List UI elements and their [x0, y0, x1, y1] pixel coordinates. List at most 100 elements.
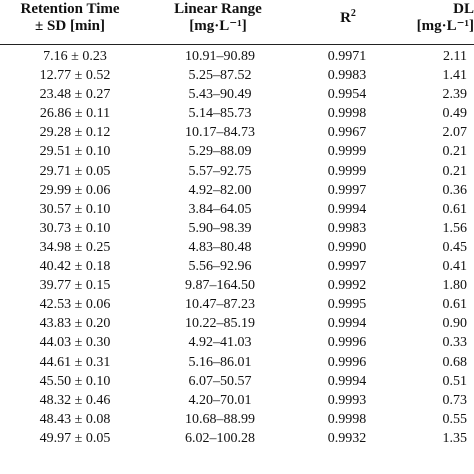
table-row: 29.51 ± 0.10 5.29–88.09 0.9999 0.21	[0, 142, 474, 161]
table-row: 12.77 ± 0.52 5.25–87.52 0.9983 1.41	[0, 66, 474, 85]
table-row: 49.97 ± 0.05 6.02–100.28 0.9932 1.35	[0, 429, 474, 448]
cell-retention-time: 26.86 ± 0.11	[39, 106, 111, 122]
cell-retention-time: 40.42 ± 0.18	[39, 259, 111, 275]
cell-linear-range: 5.14–85.73	[188, 106, 252, 122]
cell-detection-limit: 1.56	[442, 220, 468, 236]
cell-linear-range: 3.84–64.05	[188, 201, 252, 217]
cell-retention-time: 44.61 ± 0.31	[39, 354, 111, 370]
cell-r-squared: 0.9993	[327, 392, 367, 408]
header-retention-time: Retention Time ± SD [min]	[6, 1, 134, 35]
cell-retention-time: 48.32 ± 0.46	[39, 392, 111, 408]
cell-r-squared: 0.9932	[327, 430, 367, 446]
cell-r-squared: 0.9994	[327, 373, 367, 389]
cell-retention-time: 23.48 ± 0.27	[39, 87, 111, 103]
cell-retention-time: 34.98 ± 0.25	[39, 239, 111, 255]
cell-linear-range: 5.90–98.39	[188, 220, 252, 236]
cell-retention-time: 7.16 ± 0.23	[43, 49, 107, 64]
table-row: 30.57 ± 0.10 3.84–64.05 0.9994 0.61	[0, 200, 474, 219]
cell-r-squared: 0.9999	[327, 144, 367, 160]
cell-r-squared: 0.9983	[327, 220, 367, 236]
header-linear-range: Linear Range [mg·L⁻¹]	[158, 1, 278, 35]
cell-linear-range: 5.16–86.01	[188, 354, 252, 370]
cell-detection-limit: 1.35	[442, 430, 468, 446]
cell-r-squared: 0.9997	[327, 259, 367, 275]
cell-retention-time: 45.50 ± 0.10	[39, 373, 111, 389]
cell-linear-range: 10.91–90.89	[185, 49, 255, 64]
header-range-line2: [mg·L⁻¹]	[189, 18, 247, 34]
cell-detection-limit: 0.21	[442, 163, 468, 179]
cell-detection-limit: 0.73	[442, 392, 468, 408]
table-row: 43.83 ± 0.20 10.22–85.19 0.9994 0.90	[0, 314, 474, 333]
cell-linear-range: 6.02–100.28	[185, 430, 255, 446]
cell-retention-time: 29.99 ± 0.06	[39, 182, 111, 198]
cell-linear-range: 5.56–92.96	[188, 259, 252, 275]
cell-linear-range: 4.20–70.01	[188, 392, 252, 408]
table-row: 29.28 ± 0.12 10.17–84.73 0.9967 2.07	[0, 123, 474, 142]
cell-retention-time: 48.43 ± 0.08	[39, 411, 111, 427]
cell-retention-time: 43.83 ± 0.20	[39, 316, 111, 332]
cell-linear-range: 5.25–87.52	[188, 68, 252, 84]
header-retention-line2: ± SD [min]	[35, 18, 105, 34]
cell-linear-range: 4.83–80.48	[188, 239, 252, 255]
cell-retention-time: 44.03 ± 0.30	[39, 335, 111, 351]
cell-detection-limit: 0.36	[442, 182, 468, 198]
header-dl-line2: [mg·L⁻¹]	[416, 18, 474, 34]
table-row: 48.43 ± 0.08 10.68–88.99 0.9998 0.55	[0, 410, 474, 429]
cell-linear-range: 10.22–85.19	[185, 316, 255, 332]
table-row: 48.32 ± 0.46 4.20–70.01 0.9993 0.73	[0, 391, 474, 410]
table-body: 7.16 ± 0.23 10.91–90.89 0.9971 2.11 12.77 ± …	[0, 47, 474, 448]
table-header: Retention Time ± SD [min] Linear Range […	[0, 0, 474, 46]
header-r2-base: R	[340, 10, 351, 26]
header-r-squared: R2	[320, 8, 376, 27]
header-dl-line1: DL	[453, 1, 474, 17]
cell-r-squared: 0.9994	[327, 201, 367, 217]
cell-detection-limit: 0.49	[442, 106, 468, 122]
cell-retention-time: 42.53 ± 0.06	[39, 297, 111, 313]
cell-detection-limit: 0.90	[442, 316, 468, 332]
cell-retention-time: 49.97 ± 0.05	[39, 430, 111, 446]
table-row: 26.86 ± 0.11 5.14–85.73 0.9998 0.49	[0, 104, 474, 123]
cell-retention-time: 30.57 ± 0.10	[39, 201, 111, 217]
cell-detection-limit: 0.68	[442, 354, 468, 370]
header-r2-sup: 2	[350, 8, 356, 19]
table-row: 34.98 ± 0.25 4.83–80.48 0.9990 0.45	[0, 238, 474, 257]
cell-r-squared: 0.9999	[327, 163, 367, 179]
cell-linear-range: 9.87–164.50	[185, 278, 255, 294]
cell-detection-limit: 0.45	[442, 239, 468, 255]
cell-linear-range: 10.47–87.23	[185, 297, 255, 313]
cell-detection-limit: 0.21	[442, 144, 468, 160]
table-row: 42.53 ± 0.06 10.47–87.23 0.9995 0.61	[0, 295, 474, 314]
cell-r-squared: 0.9990	[327, 239, 367, 255]
cell-retention-time: 30.73 ± 0.10	[39, 220, 111, 236]
cell-r-squared: 0.9983	[327, 68, 367, 84]
cell-linear-range: 10.17–84.73	[185, 125, 255, 141]
table-row: 44.03 ± 0.30 4.92–41.03 0.9996 0.33	[0, 333, 474, 352]
table-row: 29.71 ± 0.05 5.57–92.75 0.9999 0.21	[0, 162, 474, 181]
table-row: 40.42 ± 0.18 5.56–92.96 0.9997 0.41	[0, 257, 474, 276]
cell-linear-range: 4.92–82.00	[188, 182, 252, 198]
cell-linear-range: 6.07–50.57	[188, 373, 252, 389]
cell-r-squared: 0.9996	[327, 335, 367, 351]
cell-r-squared: 0.9995	[327, 297, 367, 313]
cell-detection-limit: 2.39	[442, 87, 468, 103]
cell-detection-limit: 2.11	[443, 49, 467, 64]
cell-detection-limit: 2.07	[442, 125, 468, 141]
cell-detection-limit: 0.61	[442, 201, 468, 217]
table-row: 23.48 ± 0.27 5.43–90.49 0.9954 2.39	[0, 85, 474, 104]
table-row: 39.77 ± 0.15 9.87–164.50 0.9992 1.80	[0, 276, 474, 295]
cell-linear-range: 5.29–88.09	[188, 144, 252, 160]
cell-retention-time: 29.51 ± 0.10	[39, 144, 111, 160]
cell-retention-time: 12.77 ± 0.52	[39, 68, 111, 84]
cell-retention-time: 39.77 ± 0.15	[39, 278, 111, 294]
cell-r-squared: 0.9996	[327, 354, 367, 370]
cell-r-squared: 0.9992	[327, 278, 367, 294]
table-row: 44.61 ± 0.31 5.16–86.01 0.9996 0.68	[0, 353, 474, 372]
header-retention-line1: Retention Time	[20, 1, 120, 17]
table-row: 7.16 ± 0.23 10.91–90.89 0.9971 2.11	[0, 47, 474, 66]
cell-linear-range: 10.68–88.99	[185, 411, 255, 427]
header-rule	[0, 44, 474, 45]
cell-r-squared: 0.9998	[327, 411, 367, 427]
cell-r-squared: 0.9997	[327, 182, 367, 198]
cell-r-squared: 0.9971	[327, 49, 367, 64]
